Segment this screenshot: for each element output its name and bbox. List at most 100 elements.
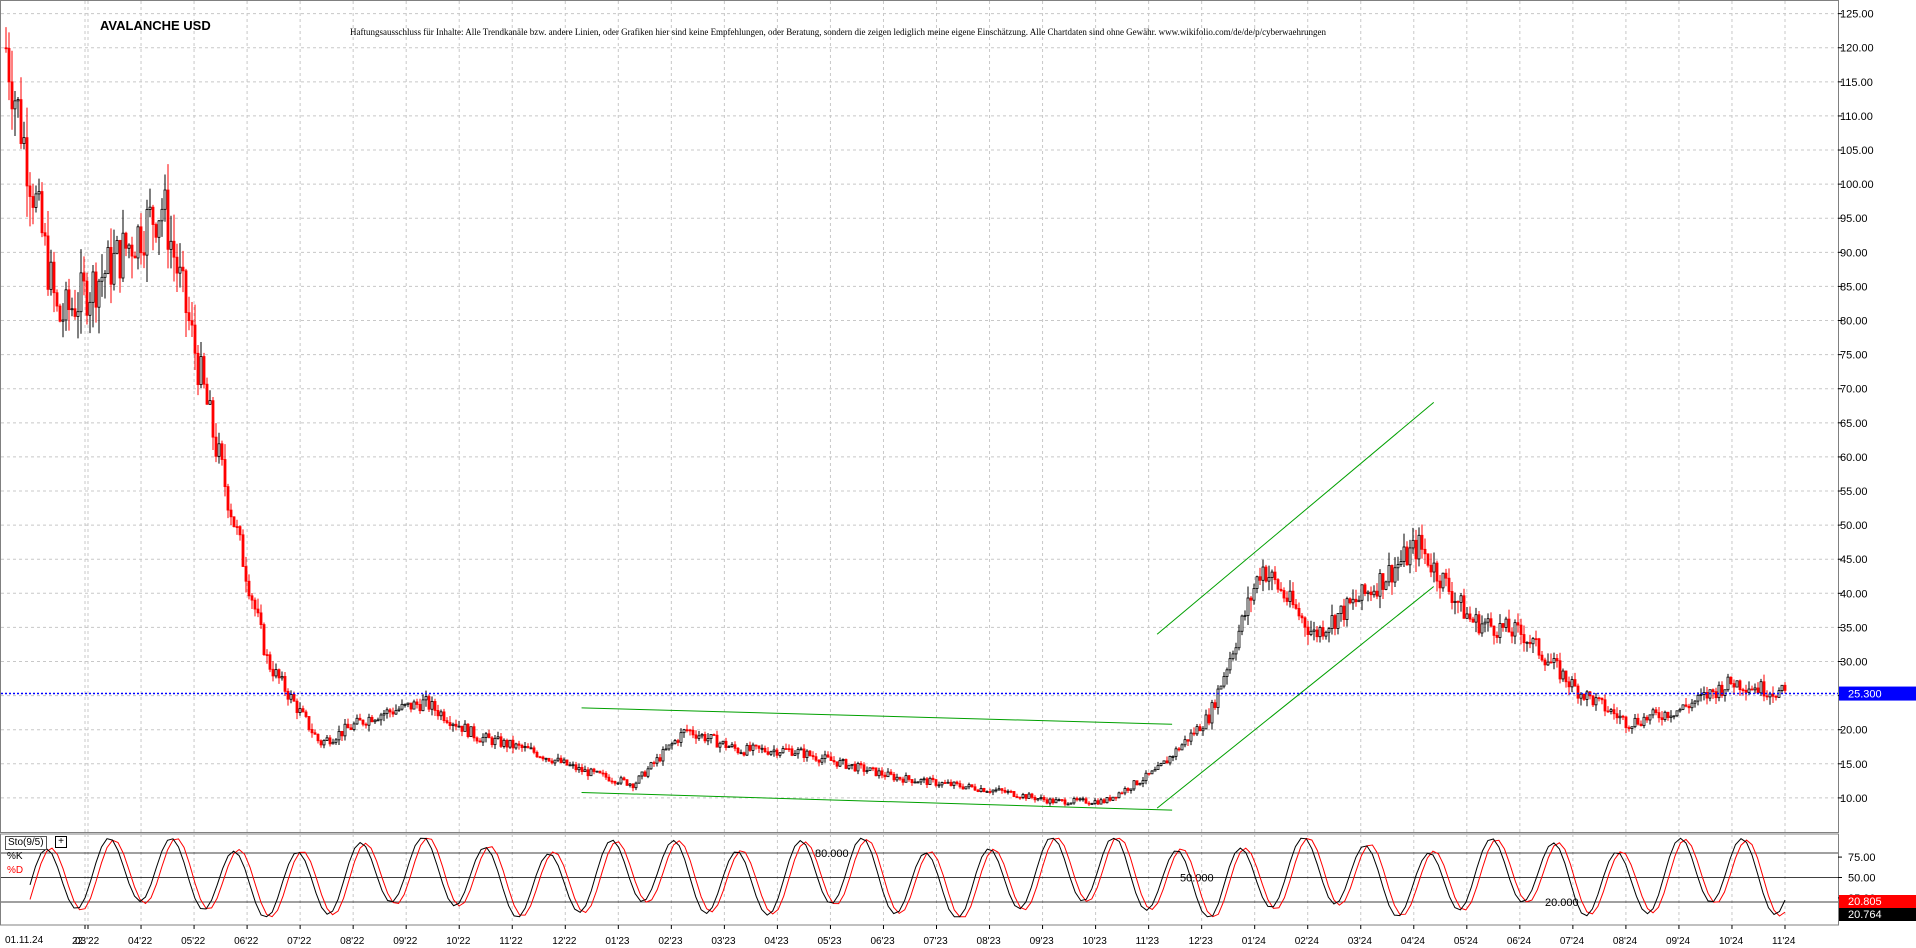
candle-body [316, 733, 320, 742]
price-y-tick-label: 30.00 [1840, 657, 1868, 669]
candle-body [217, 443, 221, 457]
candle-body [1225, 669, 1229, 677]
candle-body [433, 701, 437, 711]
candle-body [325, 737, 329, 741]
candle-body [946, 781, 950, 784]
stoch-k-tag [1839, 908, 1916, 921]
candle-body [1702, 692, 1706, 695]
candle-body [1120, 792, 1124, 795]
candle-body [1336, 613, 1340, 629]
candle-body [1309, 630, 1313, 635]
candle-body [523, 746, 527, 749]
candle-body [190, 320, 194, 326]
candle-body [1642, 716, 1646, 727]
x-axis-tick-label: 07'22 [287, 936, 312, 947]
candle-body [1216, 688, 1220, 708]
candle-body [421, 699, 425, 712]
candle-body [154, 224, 158, 238]
candle-body [265, 654, 269, 657]
candle-body [70, 308, 74, 311]
candle-body [274, 669, 278, 677]
candle-body [1528, 641, 1532, 645]
candle-body [295, 700, 299, 713]
candle-body [1021, 794, 1025, 798]
candle-body [622, 777, 626, 781]
candle-body [580, 767, 584, 773]
candle-body [475, 737, 479, 742]
candle-body [688, 729, 692, 732]
candle-body [892, 773, 896, 781]
candle-body [1219, 685, 1223, 690]
candle-body [802, 748, 806, 759]
candle-body [991, 789, 995, 793]
candle-body [649, 762, 653, 770]
candle-body [259, 612, 263, 625]
candle-body [1009, 790, 1013, 793]
candle-body [586, 769, 590, 777]
candle-body [1444, 572, 1448, 579]
candle-body [424, 696, 428, 701]
candle-body [835, 761, 839, 767]
candle-body [130, 244, 134, 257]
candle-body [343, 723, 347, 737]
candle-body [1051, 798, 1055, 804]
candle-body [1138, 782, 1142, 786]
price-y-tick-label: 105.00 [1840, 145, 1874, 157]
candle-body [1651, 709, 1655, 716]
candle-body [1393, 567, 1397, 583]
candle-body [1696, 694, 1700, 702]
candle-body [1324, 631, 1328, 637]
candle-body [1525, 641, 1529, 644]
candle-body [1150, 770, 1154, 775]
candle-body [292, 694, 296, 702]
x-axis-tick-label: 03'23 [711, 936, 736, 947]
candle-body [1738, 680, 1742, 691]
candle-body [1672, 715, 1676, 718]
candle-body [4, 47, 8, 50]
x-axis-tick-label: 09'22 [393, 936, 418, 947]
indicator-add-button[interactable]: + [55, 836, 67, 848]
x-axis-tick-label: 01'24 [1242, 936, 1267, 947]
candle-body [127, 244, 131, 249]
candle-body [679, 732, 683, 743]
indicator-label[interactable]: Sto(9/5) [5, 836, 47, 850]
candle-body [1600, 697, 1604, 701]
candle-body [1732, 683, 1736, 688]
candle-body [109, 247, 113, 285]
candle-body [814, 756, 818, 761]
candle-body [445, 720, 449, 723]
stoch-k-line [29, 837, 1786, 918]
candle-body [1543, 659, 1547, 666]
candle-body [604, 773, 608, 778]
x-axis-tick-label: 09'24 [1666, 936, 1691, 947]
candle-body [442, 711, 446, 722]
candle-body [1780, 684, 1784, 692]
candle-body [175, 256, 179, 274]
candle-body [526, 746, 530, 749]
candle-body [310, 729, 314, 734]
candle-body [1678, 708, 1682, 712]
price-y-tick-label: 75.00 [1840, 350, 1868, 362]
candle-body [550, 760, 554, 764]
x-axis-tick-label: 10'22 [446, 936, 471, 947]
candle-body [1462, 595, 1466, 619]
candle-body [832, 760, 836, 763]
candle-body [490, 737, 494, 746]
candle-body [1534, 638, 1538, 641]
x-axis-tick-label: 12'22 [552, 936, 577, 947]
candle-body [763, 747, 767, 753]
candle-body [1603, 699, 1607, 712]
candle-body [1423, 548, 1427, 555]
candle-body [1471, 618, 1475, 623]
candle-body [88, 301, 92, 316]
candle-body [541, 756, 545, 760]
candle-body [922, 778, 926, 781]
candle-body [1438, 580, 1442, 589]
candle-body [106, 247, 110, 274]
candle-body [1282, 590, 1286, 599]
candle-body [1048, 798, 1052, 804]
candle-body [661, 749, 665, 762]
candle-body [967, 784, 971, 788]
candle-body [91, 271, 95, 303]
candle-body [1507, 618, 1511, 633]
